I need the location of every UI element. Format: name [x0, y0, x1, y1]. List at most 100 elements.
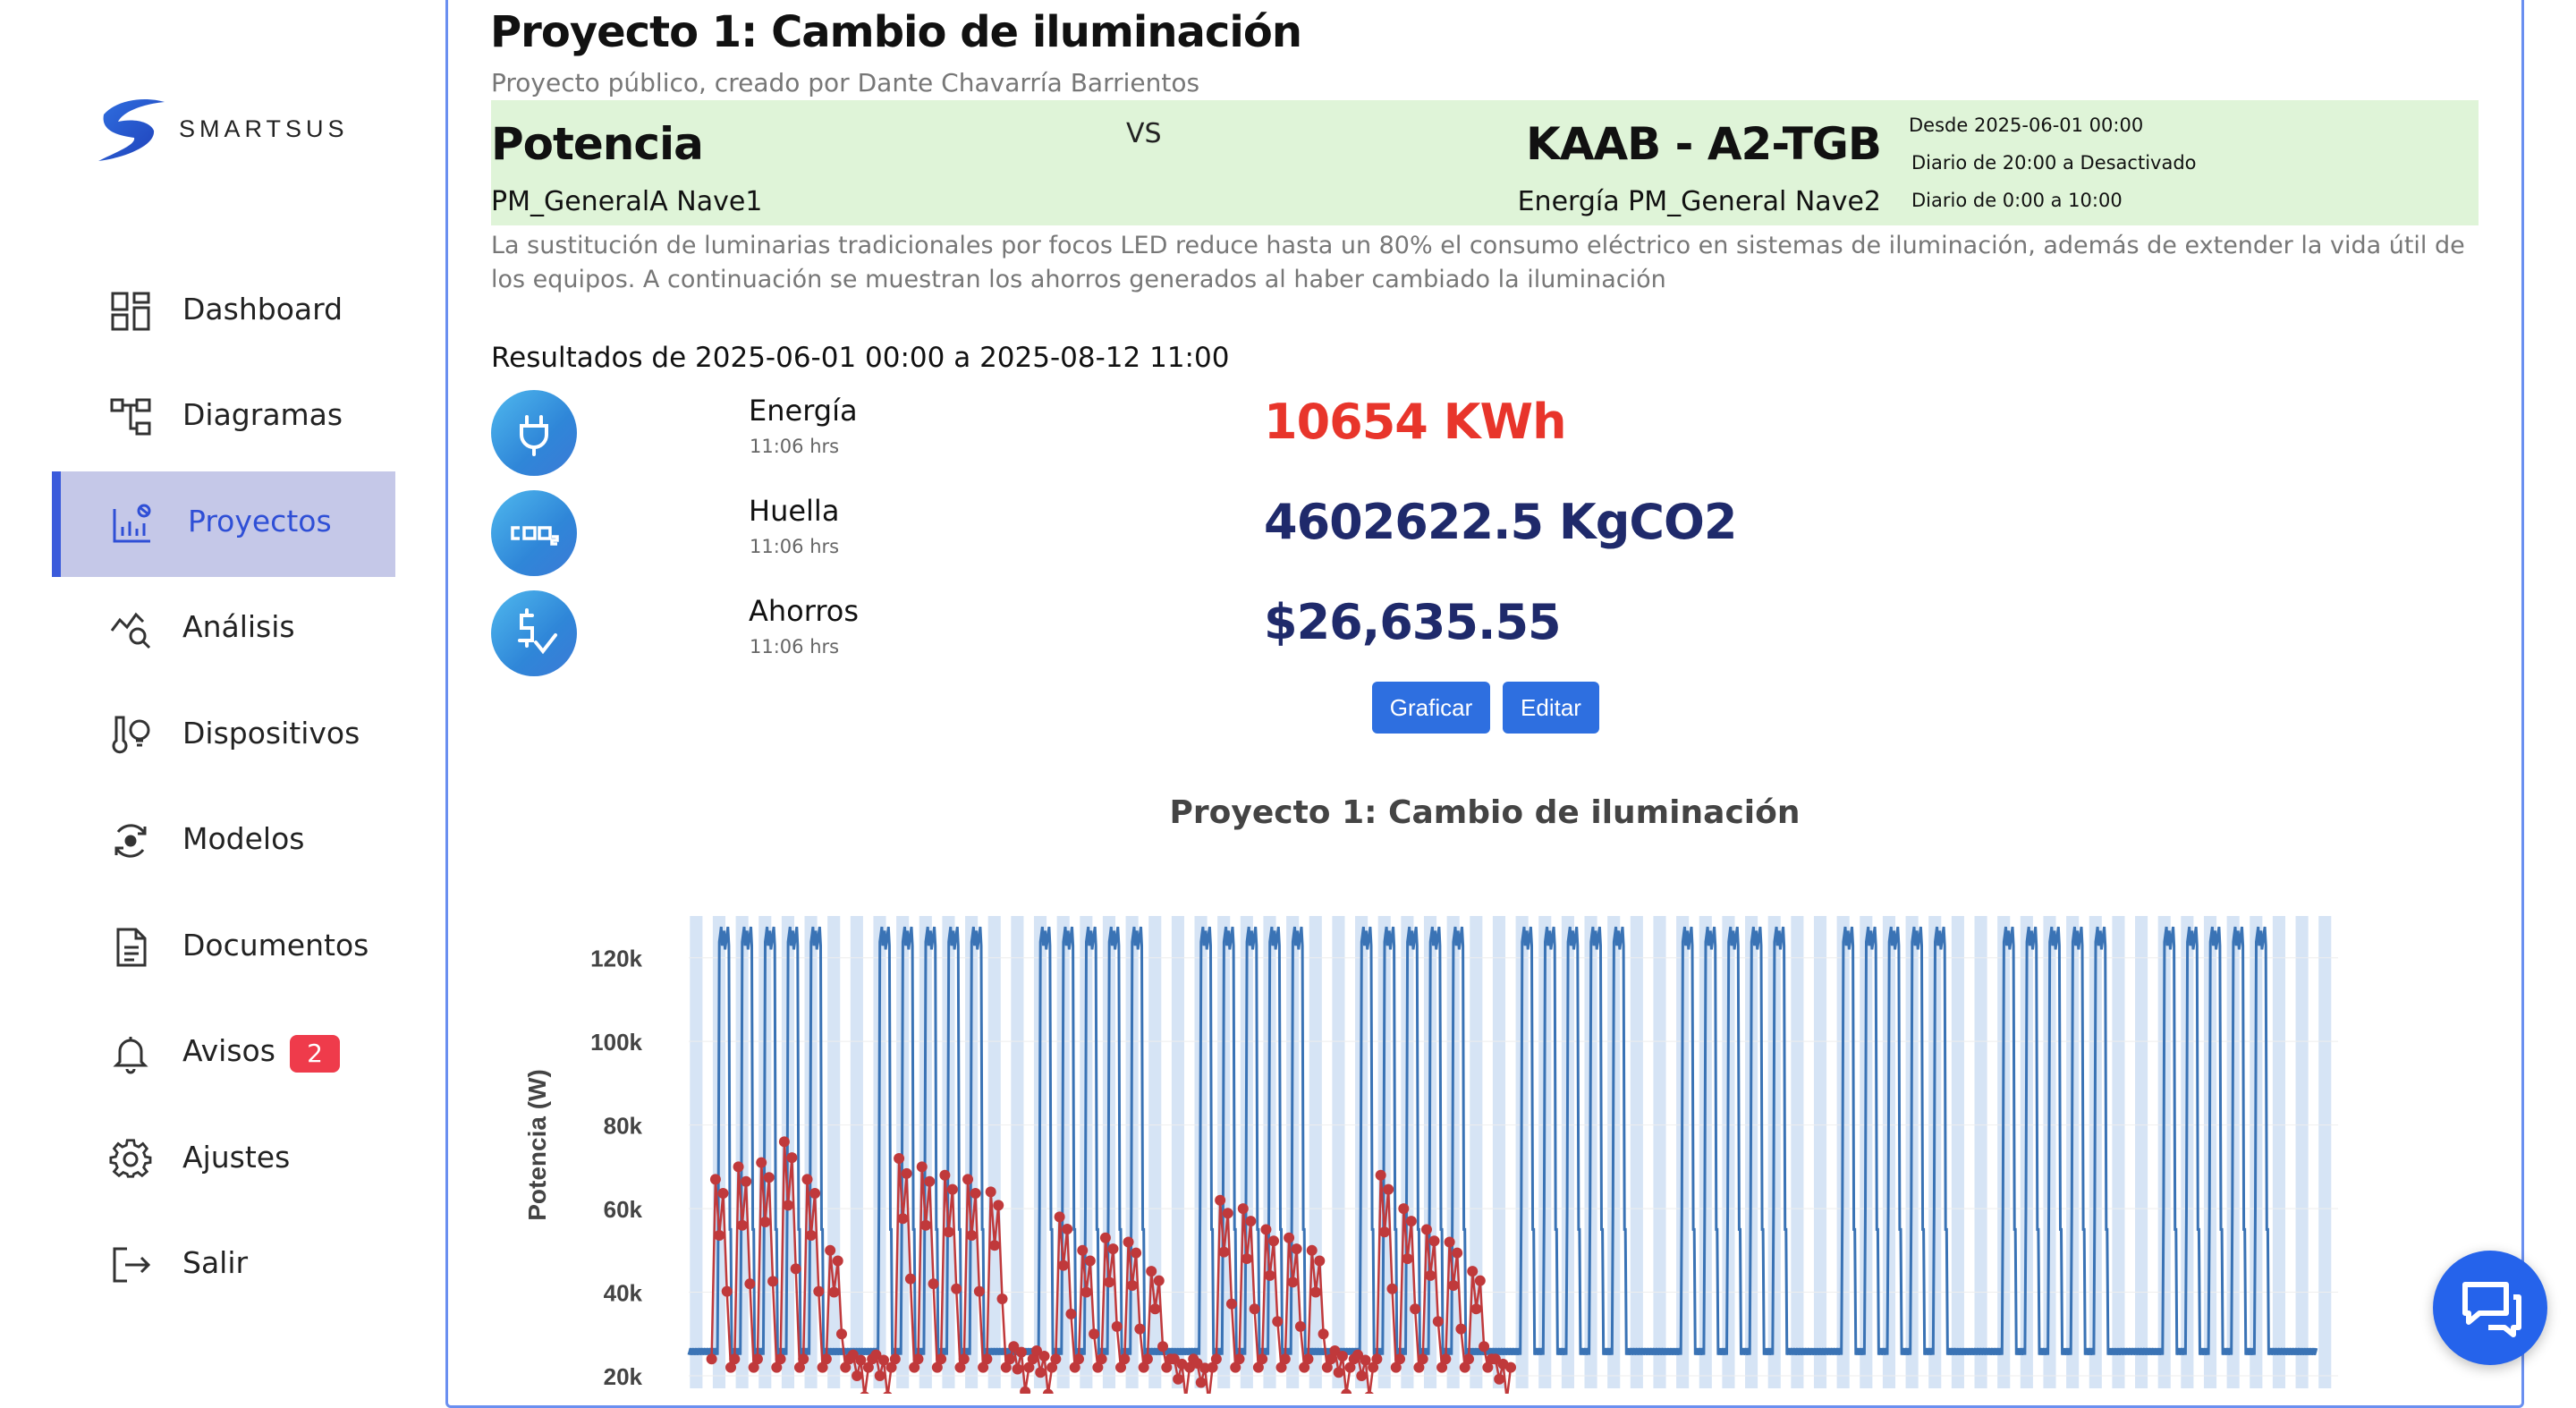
data-point: [1012, 1363, 1023, 1375]
sidebar-item-modelos[interactable]: Modelos: [52, 789, 395, 895]
data-point: [725, 1361, 737, 1373]
data-point: [889, 1353, 901, 1365]
day-band: [850, 916, 863, 1388]
data-point: [928, 1278, 939, 1290]
compare-right-title: KAAB - A2-TGB: [1526, 118, 1882, 170]
data-point: [1356, 1370, 1368, 1381]
y-tick-label: 120k: [590, 946, 642, 972]
data-point: [783, 1200, 794, 1211]
metric-savings-time: 11:06 hrs: [750, 636, 840, 657]
data-point: [748, 1361, 759, 1373]
data-point: [1272, 1316, 1284, 1327]
series-line-reference: [687, 926, 2318, 1356]
sidebar-item-salir[interactable]: Salir: [52, 1213, 395, 1319]
data-point: [1084, 1255, 1096, 1267]
chat-button[interactable]: [2433, 1251, 2547, 1365]
data-point: [1115, 1361, 1127, 1373]
data-point: [1199, 1362, 1211, 1374]
data-point: [852, 1370, 863, 1381]
data-point: [835, 1328, 847, 1340]
data-point: [1027, 1353, 1038, 1365]
data-point: [1402, 1253, 1413, 1265]
sidebar-item-dispositivos[interactable]: Dispositivos: [52, 683, 395, 789]
data-point: [1368, 1361, 1379, 1373]
data-point: [978, 1361, 989, 1373]
sidebar-item-diagramas[interactable]: Diagramas: [52, 365, 395, 471]
data-point: [1004, 1353, 1016, 1365]
data-point: [813, 1285, 825, 1297]
data-point: [1470, 1303, 1482, 1315]
compare-schedule-2: Diario de 0:00 a 10:00: [1911, 190, 2123, 211]
day-band: [1974, 916, 1987, 1388]
models-icon: [114, 824, 147, 858]
data-point: [1386, 1283, 1398, 1294]
day-band: [1148, 916, 1162, 1388]
metric-energy-value: 10654 KWh: [1264, 394, 1567, 450]
day-band: [1630, 916, 1643, 1388]
data-point: [793, 1361, 805, 1373]
sidebar-item-label: Análisis: [182, 609, 295, 644]
data-point: [1215, 1194, 1226, 1206]
data-point: [1065, 1308, 1077, 1319]
data-point: [733, 1161, 744, 1173]
day-band: [2318, 916, 2332, 1388]
comparison-banner: Potencia PM_GeneralA Nave1 VS KAAB - A2-…: [491, 100, 2479, 225]
plot-button[interactable]: Graficar: [1372, 682, 1490, 734]
day-band: [2272, 916, 2286, 1388]
sidebar-item-proyectos[interactable]: Proyectos: [52, 471, 395, 577]
data-point: [860, 1391, 869, 1394]
data-point: [1329, 1344, 1341, 1356]
sidebar-item-ajustes[interactable]: Ajustes: [52, 1107, 395, 1213]
data-point: [1482, 1361, 1494, 1373]
metric-energy-label: Energía: [749, 394, 858, 428]
co2-icon: [491, 490, 577, 576]
compare-left-title: Potencia: [491, 118, 704, 170]
data-point: [920, 1219, 932, 1231]
data-point: [756, 1157, 767, 1168]
data-point: [801, 1174, 813, 1185]
data-point: [1141, 1353, 1153, 1365]
project-description: La sustitución de luminarias tradicional…: [491, 232, 2465, 293]
data-point: [1077, 1244, 1089, 1256]
data-point: [1233, 1353, 1245, 1365]
data-point: [962, 1174, 974, 1185]
data-point: [1237, 1203, 1249, 1215]
data-point: [1222, 1208, 1233, 1219]
data-point: [901, 1167, 912, 1179]
data-point: [1057, 1260, 1069, 1271]
y-tick-label: 60k: [604, 1196, 643, 1223]
data-point: [706, 1353, 717, 1365]
data-point: [1375, 1169, 1386, 1181]
sidebar-item-avisos[interactable]: Avisos 2: [52, 1001, 395, 1107]
brand[interactable]: SMARTSUS: [91, 95, 349, 163]
sidebar-item-dashboard[interactable]: Dashboard: [52, 259, 395, 365]
sidebar-item-label: Diagramas: [182, 397, 343, 432]
data-point: [1294, 1320, 1306, 1332]
data-point: [1168, 1353, 1180, 1365]
data-point: [714, 1229, 725, 1241]
data-point: [1428, 1235, 1440, 1247]
data-point: [1459, 1361, 1470, 1373]
data-point: [1157, 1341, 1169, 1353]
data-point: [1321, 1361, 1333, 1373]
projects-icon: [113, 504, 151, 543]
data-point: [717, 1188, 729, 1200]
gridlines: [689, 957, 2338, 1377]
sidebar-item-analisis[interactable]: Análisis: [52, 577, 395, 683]
data-point: [916, 1161, 928, 1173]
data-point: [1146, 1266, 1157, 1277]
chart-title: Proyecto 1: Cambio de iluminación: [1169, 794, 1801, 831]
day-band: [1171, 916, 1184, 1388]
data-point: [1264, 1269, 1275, 1281]
data-point: [1302, 1353, 1314, 1365]
data-point: [993, 1200, 1004, 1211]
sidebar-item-documentos[interactable]: Documentos: [52, 895, 395, 1001]
data-point: [1042, 1388, 1054, 1394]
data-point: [936, 1353, 947, 1365]
data-point: [817, 1361, 828, 1373]
data-point: [1275, 1361, 1287, 1373]
data-point: [1279, 1353, 1291, 1365]
notification-badge: 2: [290, 1035, 340, 1073]
edit-button[interactable]: Editar: [1503, 682, 1599, 734]
